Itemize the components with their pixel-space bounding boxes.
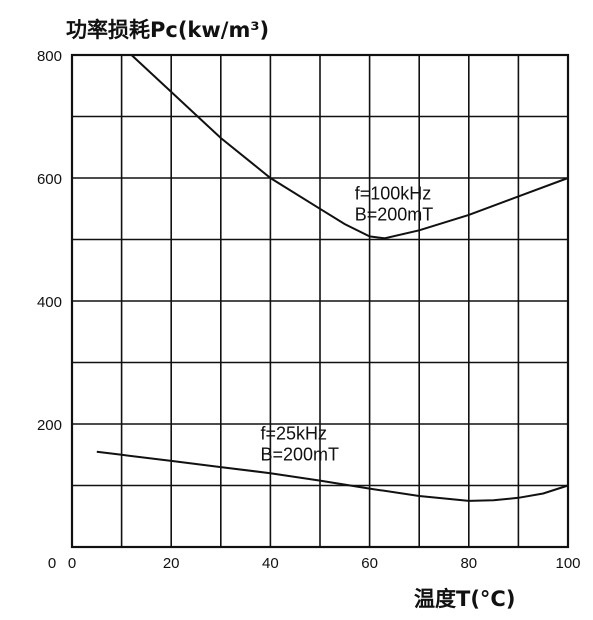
plot-frame xyxy=(70,53,570,549)
x-axis-title: 温度T(°C) xyxy=(414,587,515,611)
series-line-1 xyxy=(130,54,569,240)
y-tick-label: 600 xyxy=(37,171,62,188)
y-tick-label: 200 xyxy=(37,417,62,434)
series-label-1: f=100kHz xyxy=(355,184,432,204)
series-label-2: f=25kHz xyxy=(260,423,327,443)
x-tick-label: 20 xyxy=(163,555,180,572)
x-tick-label: 0 xyxy=(68,555,76,572)
y-axis-title: 功率损耗Pc(kw/m³) xyxy=(66,18,269,42)
series-label-2: B=200mT xyxy=(260,444,339,464)
y-tick-label: 400 xyxy=(37,294,62,311)
y-tick-label: 0 xyxy=(48,555,56,572)
tick-labels: 0 20 40 60 80 100 0 200 400 600 800 xyxy=(37,48,581,572)
series xyxy=(96,54,569,502)
y-tick-label: 800 xyxy=(37,48,62,65)
x-tick-label: 100 xyxy=(555,555,580,572)
x-tick-label: 80 xyxy=(460,555,477,572)
series-label-1: B=200mT xyxy=(355,205,434,225)
series-line-2 xyxy=(96,450,569,502)
grid xyxy=(72,55,568,547)
x-tick-label: 40 xyxy=(262,555,279,572)
x-tick-label: 60 xyxy=(361,555,378,572)
